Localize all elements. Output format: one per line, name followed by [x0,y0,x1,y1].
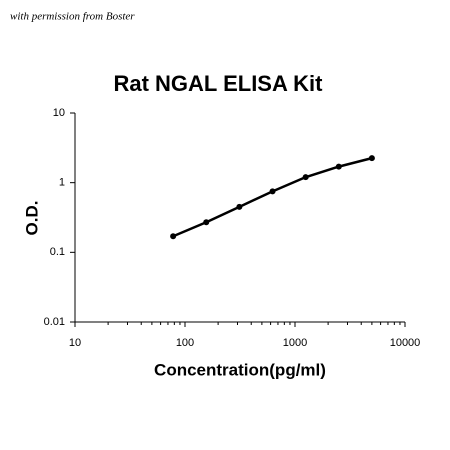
data-point [302,174,309,181]
data-point [335,163,342,170]
x-tick-label: 100 [176,337,194,349]
data-point [368,155,375,162]
x-tick-label: 10 [69,337,81,349]
data-point [236,203,243,210]
y-axis-label: O.D. [22,201,41,236]
y-tick-label: 0.1 [50,246,65,258]
x-tick-label: 10000 [390,337,421,349]
x-axis-label: Concentration(pg/ml) [154,360,326,379]
y-tick-label: 0.01 [44,316,65,328]
x-tick-label: 1000 [283,337,307,349]
chart-title: Rat NGAL ELISA Kit [113,71,323,96]
y-tick-label: 10 [53,107,65,119]
data-point [269,188,276,195]
data-point [203,219,210,226]
note: with permission from Boster [10,11,135,23]
y-tick-label: 1 [59,177,65,189]
data-point [170,233,177,240]
